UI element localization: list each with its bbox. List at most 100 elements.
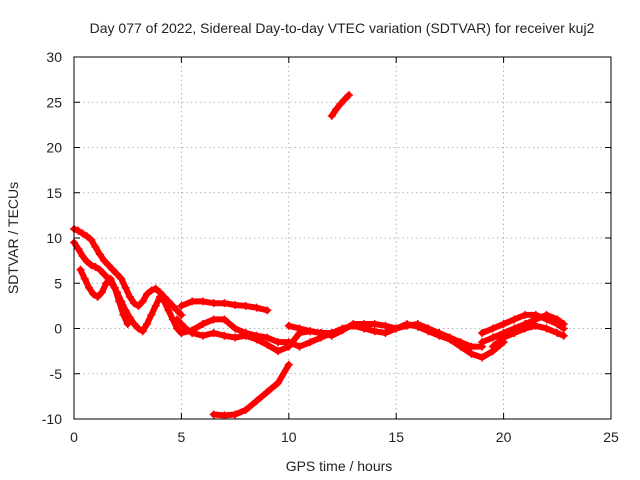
data-point (263, 340, 272, 349)
data-point (488, 342, 497, 351)
data-point (359, 324, 368, 333)
data-point (402, 319, 411, 328)
data-point (177, 329, 186, 338)
data-point (82, 257, 91, 266)
data-point (499, 319, 508, 328)
data-point (220, 315, 229, 324)
data-point (306, 338, 315, 347)
x-tick-label: 5 (178, 429, 186, 445)
data-point (151, 284, 160, 293)
data-point (263, 306, 272, 315)
data-point (188, 297, 197, 306)
ticks: 0 5 10 15 20 25 -10 -5 0 5 10 15 20 25 30 (42, 49, 619, 445)
data-point (95, 265, 104, 274)
data-point (231, 333, 240, 342)
data-point (177, 301, 186, 310)
grid (74, 57, 611, 419)
data-point (89, 290, 98, 299)
data-point (542, 315, 551, 324)
data-point (241, 405, 250, 414)
data-point (209, 315, 218, 324)
data-point (284, 321, 293, 330)
data-point (338, 324, 347, 333)
data-point (125, 292, 134, 301)
data-point (147, 310, 156, 319)
data-point (177, 310, 186, 319)
data-point (102, 279, 111, 288)
data-point (332, 105, 341, 114)
data-point (317, 329, 326, 338)
data-point (306, 327, 315, 336)
data-point (531, 321, 540, 330)
y-tick-label: 5 (54, 275, 62, 291)
data-point (168, 301, 177, 310)
data-point (478, 338, 487, 347)
data-point (198, 331, 207, 340)
data-point (295, 342, 304, 351)
data-point (456, 342, 465, 351)
data-point (521, 324, 530, 333)
data-point (445, 335, 454, 344)
data-point (413, 322, 422, 331)
data-point (82, 232, 91, 241)
data-point (553, 329, 562, 338)
data-point (123, 319, 132, 328)
data-point (198, 319, 207, 328)
data-point (553, 319, 562, 328)
y-tick-label: 15 (46, 185, 62, 201)
y-tick-label: -5 (50, 366, 63, 382)
data-point (499, 333, 508, 342)
data-point (198, 297, 207, 306)
y-tick-label: 25 (46, 94, 62, 110)
series-track-h (209, 360, 293, 420)
y-tick-label: 10 (46, 230, 62, 246)
data-point (160, 297, 169, 306)
data-point (467, 342, 476, 351)
data-point (115, 297, 124, 306)
data-point (134, 301, 143, 310)
data-point (188, 326, 197, 335)
y-axis-label: SDTVAR / TECUs (5, 182, 21, 294)
x-tick-label: 20 (496, 429, 512, 445)
data-point (173, 315, 182, 324)
data-point (110, 283, 119, 292)
data-point (134, 324, 143, 333)
data-point (177, 319, 186, 328)
data-point (173, 306, 182, 315)
data-point (209, 329, 218, 338)
series-line (210, 361, 292, 419)
x-tick-label: 0 (70, 429, 78, 445)
data-point (85, 283, 94, 292)
x-axis-label: GPS time / hours (286, 458, 393, 474)
data-point (112, 270, 121, 279)
data-point (220, 411, 229, 420)
data-point (370, 327, 379, 336)
data-point (510, 315, 519, 324)
data-point (121, 283, 130, 292)
data-point (349, 321, 358, 330)
data-point (340, 95, 349, 104)
data-point (100, 270, 109, 279)
data-point (78, 252, 87, 261)
data-point (143, 319, 152, 328)
data-point (119, 310, 128, 319)
plot-frame (73, 56, 612, 420)
data-point (284, 338, 293, 347)
data-point (155, 292, 164, 301)
data-point (284, 360, 293, 369)
data-point (381, 329, 390, 338)
x-tick-label: 15 (388, 429, 404, 445)
data-point (209, 410, 218, 419)
data-point (488, 324, 497, 333)
data-point (130, 299, 139, 308)
data-point (108, 265, 117, 274)
series-track-d (177, 297, 272, 315)
data-point (241, 329, 250, 338)
series-track-l (488, 321, 568, 351)
data-point (164, 306, 173, 315)
data-point (87, 235, 96, 244)
data-point (91, 262, 100, 271)
data-point (274, 347, 283, 356)
data-point (542, 324, 551, 333)
data-point (76, 265, 85, 274)
